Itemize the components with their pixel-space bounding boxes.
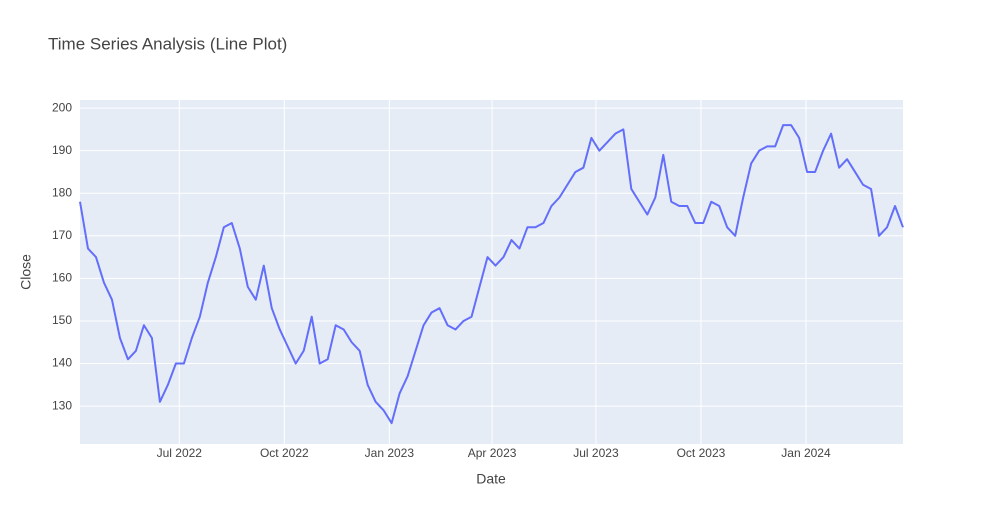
- x-tick-label: Jan 2024: [781, 446, 831, 460]
- x-axis-title: Date: [476, 471, 506, 487]
- y-tick-label: 140: [52, 356, 72, 370]
- x-tick-label: Jul 2022: [157, 446, 203, 460]
- y-tick-label: 190: [52, 143, 72, 157]
- x-tick-label: Jan 2023: [365, 446, 415, 460]
- chart-title: Time Series Analysis (Line Plot): [48, 34, 287, 53]
- y-tick-label: 150: [52, 313, 72, 327]
- line-series: [79, 124, 904, 425]
- y-tick-label: 200: [52, 100, 72, 114]
- y-tick-label: 170: [52, 228, 72, 242]
- x-tick-label: Jul 2023: [573, 446, 619, 460]
- grid: [80, 100, 903, 444]
- plot-area: [80, 100, 903, 444]
- x-tick-label: Apr 2023: [468, 446, 517, 460]
- y-tick-label: 180: [52, 185, 72, 199]
- y-tick-label: 160: [52, 271, 72, 285]
- marks: [79, 124, 904, 425]
- y-axis-title: Close: [18, 254, 34, 290]
- x-tick-label: Oct 2022: [260, 446, 309, 460]
- x-tick-label: Oct 2023: [677, 446, 726, 460]
- y-tick-label: 130: [52, 398, 72, 412]
